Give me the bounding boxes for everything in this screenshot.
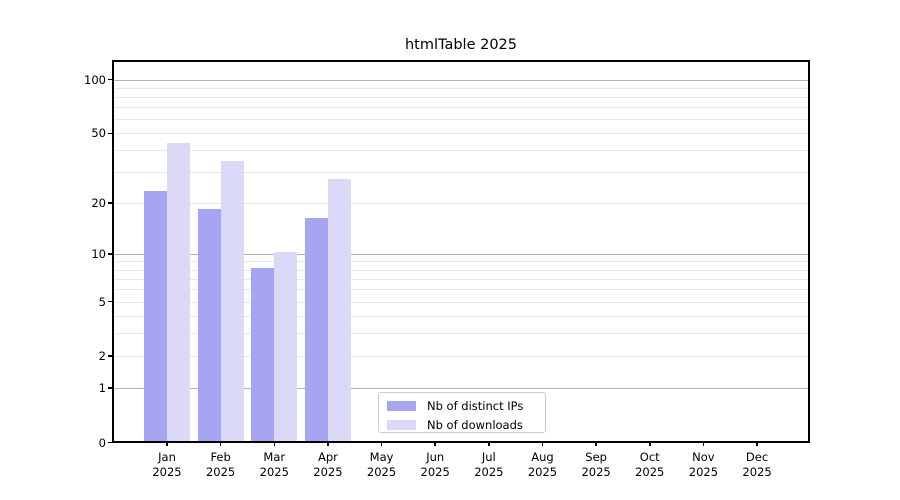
x-tick-mark [273,441,276,446]
y-gridline-minor [114,261,808,263]
x-tick-mark [327,441,329,446]
y-gridline-minor [114,133,808,135]
x-tick-label: Oct 2025 [635,450,665,479]
y-gridline-minor [114,119,808,121]
x-tick-mark [595,441,597,446]
y-gridline-minor [114,87,808,89]
x-tick-label: Nov 2025 [688,450,719,479]
legend-row-distinct-ips: Nb of distinct IPs [387,397,537,415]
x-tick-label: Sep 2025 [581,450,611,479]
y-tick-mark [108,202,112,204]
x-tick-label: Mar 2025 [259,450,289,479]
y-tick-label: 50 [91,126,106,141]
x-tick-mark [488,441,490,446]
y-gridline-minor [114,203,808,205]
x-tick-label: Jul 2025 [474,450,504,479]
y-tick-label: 10 [91,246,106,261]
x-tick-mark [756,441,758,446]
bar-distinct-ips [197,209,221,441]
legend-box: Nb of distinct IPs Nb of downloads [378,392,546,433]
chart-title: htmlTable 2025 [404,37,518,53]
y-tick-label: 5 [98,294,106,309]
y-tick-label: 20 [91,196,106,211]
x-tick-mark [541,441,544,446]
legend-label-downloads: Nb of downloads [427,418,523,432]
y-gridline-major [114,387,808,389]
legend-row-downloads: Nb of downloads [387,416,537,434]
bar-downloads [220,161,244,441]
y-tick-label: 1 [98,380,106,395]
x-tick-mark [702,441,705,446]
bar-distinct-ips [251,268,275,441]
y-gridline-minor [114,172,808,174]
x-tick-label: Apr 2025 [313,450,343,479]
x-tick-label: Aug 2025 [527,450,558,479]
bar-distinct-ips [144,191,167,441]
x-tick-label: Dec 2025 [742,450,772,479]
legend-swatch-distinct-ips [387,401,416,411]
bar-downloads [327,178,351,441]
y-tick-label: 100 [84,72,106,87]
y-gridline-minor [114,278,808,280]
x-tick-mark [380,441,383,446]
legend-swatch-downloads [387,420,416,430]
x-tick-mark [166,441,168,446]
y-tick-mark [108,253,112,255]
y-gridline-minor [114,315,808,317]
y-tick-label: 2 [98,349,106,364]
y-gridline-major [114,253,808,255]
y-tick-mark [108,355,112,357]
y-tick-mark [108,387,112,389]
bar-distinct-ips [304,218,328,441]
legend-label-distinct-ips: Nb of distinct IPs [427,399,524,413]
x-tick-label: Jun 2025 [420,450,450,479]
y-gridline-minor [114,289,808,291]
y-tick-label: 0 [98,435,106,450]
y-tick-mark [108,132,112,134]
y-gridline-minor [114,96,808,98]
y-tick-mark [108,78,112,81]
x-tick-label: Jan 2025 [152,450,182,479]
x-tick-mark [219,441,222,446]
y-gridline-minor [114,107,808,109]
y-gridline-minor [114,356,808,358]
x-tick-mark [434,441,436,446]
bar-downloads [274,252,298,441]
bar-downloads [167,143,190,441]
x-tick-label: May 2025 [366,450,397,479]
plot-area: 0 1 2 5 10 20 50 100 Jan 2025 Feb 2025 Mar 2025 Apr… [84,60,810,479]
y-tick-mark [108,300,112,303]
y-tick-mark [108,441,112,444]
y-gridline-minor [114,150,808,152]
x-tick-mark [649,441,651,446]
x-tick-label: Feb 2025 [205,450,236,479]
y-gridline-minor [114,333,808,335]
y-gridline-minor [114,301,808,303]
y-gridline-major [114,79,808,81]
y-gridline-minor [114,269,808,271]
